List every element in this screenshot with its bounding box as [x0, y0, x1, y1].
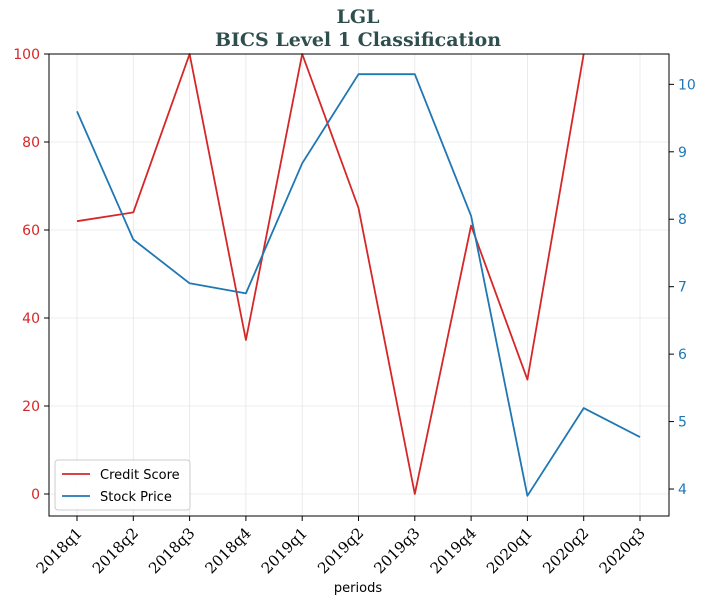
x-tick-label: 2018q3 — [145, 524, 198, 577]
series-line-stock-price — [76, 73, 641, 497]
legend: Credit Score Stock Price — [54, 459, 191, 511]
x-tick-label: 2019q4 — [427, 524, 480, 577]
right-tick-label: 6 — [678, 347, 687, 363]
chart-subtitle: BICS Level 1 Classification — [215, 29, 501, 51]
x-tick-label: 2019q1 — [258, 524, 311, 577]
legend-label-stock-price: Stock Price — [100, 490, 172, 505]
left-tick-label: 0 — [31, 487, 40, 503]
left-tick-label: 80 — [22, 135, 40, 151]
right-tick-label: 8 — [678, 212, 687, 228]
x-tick-label: 2019q3 — [370, 524, 423, 577]
x-axis-label: periods — [334, 581, 382, 596]
right-tick-label: 7 — [678, 280, 687, 296]
x-tick-label: 2020q3 — [596, 524, 649, 577]
x-tick-label: 2020q1 — [483, 524, 536, 577]
x-axis: 2018q1 2018q2 2018q3 2018q4 2019q1 2019q2 2019… — [33, 516, 649, 577]
right-y-axis: 4 5 6 7 8 9 10 — [669, 77, 696, 498]
left-tick-label: 20 — [22, 399, 40, 415]
x-tick-label: 2018q1 — [33, 524, 86, 577]
x-tick-label: 2018q4 — [201, 524, 254, 577]
grid-lines — [49, 53, 669, 516]
x-tick-label: 2018q2 — [89, 524, 142, 577]
right-tick-label: 4 — [678, 482, 687, 498]
legend-box — [54, 459, 191, 511]
left-tick-label: 40 — [22, 311, 40, 327]
left-y-axis: 0 20 40 60 80 100 — [13, 47, 49, 503]
x-tick-label: 2019q2 — [314, 524, 367, 577]
plot-area-frame — [48, 53, 670, 517]
left-tick-label: 100 — [13, 47, 40, 63]
right-tick-label: 5 — [678, 415, 687, 431]
right-tick-label: 9 — [678, 145, 687, 161]
right-tick-label: 10 — [678, 77, 696, 93]
chart-title: LGL — [337, 6, 380, 28]
legend-label-credit-score: Credit Score — [100, 468, 180, 483]
x-tick-label: 2020q2 — [539, 524, 592, 577]
left-tick-label: 60 — [22, 223, 40, 239]
series-lines — [76, 53, 641, 497]
series-line-credit-score — [76, 53, 585, 495]
